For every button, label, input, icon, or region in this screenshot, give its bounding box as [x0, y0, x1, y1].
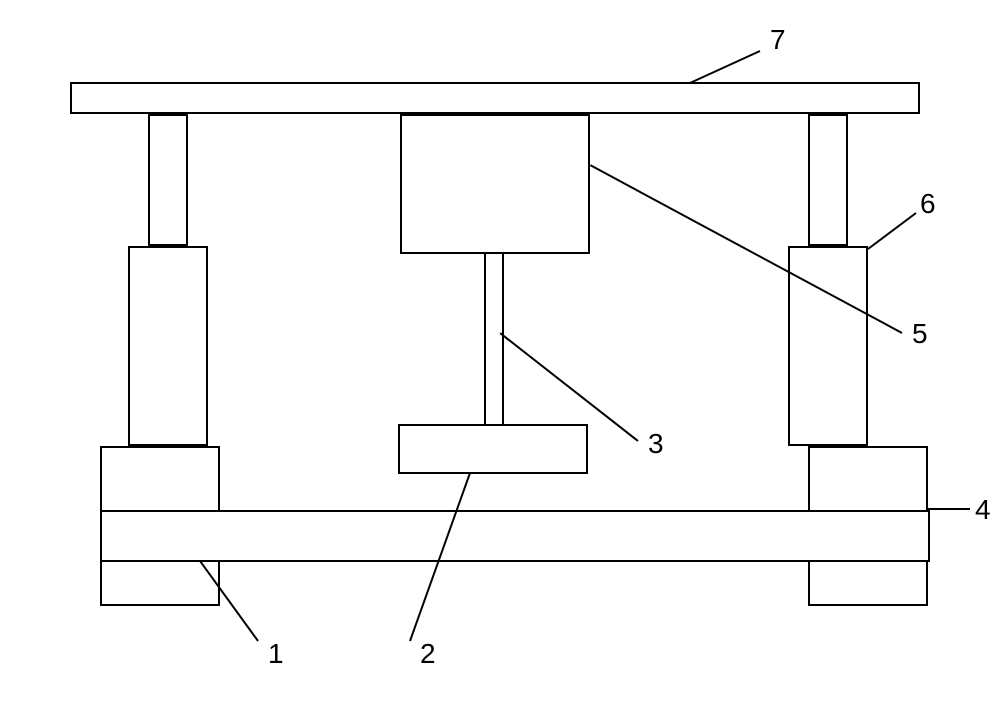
callout-label-6: 6	[920, 188, 936, 220]
horizontal-bar	[100, 510, 930, 562]
rod-left-line	[484, 254, 486, 424]
left-inner-post	[148, 114, 188, 246]
callout-label-4: 4	[975, 494, 991, 526]
callout-label-5: 5	[912, 318, 928, 350]
rod-right-line	[502, 254, 504, 424]
callout-label-1: 1	[268, 638, 284, 670]
right-inner-post	[808, 114, 848, 246]
mechanical-diagram: 1 2 3 4 5 6 7	[0, 0, 1000, 717]
leader-line-4	[928, 508, 970, 510]
leader-line-7	[690, 50, 761, 84]
leader-line-6	[867, 212, 916, 250]
callout-label-2: 2	[420, 638, 436, 670]
callout-label-3: 3	[648, 428, 664, 460]
center-box	[400, 114, 590, 254]
lower-block	[398, 424, 588, 474]
callout-label-7: 7	[770, 24, 786, 56]
left-outer-post	[128, 246, 208, 446]
top-plate	[70, 82, 920, 114]
